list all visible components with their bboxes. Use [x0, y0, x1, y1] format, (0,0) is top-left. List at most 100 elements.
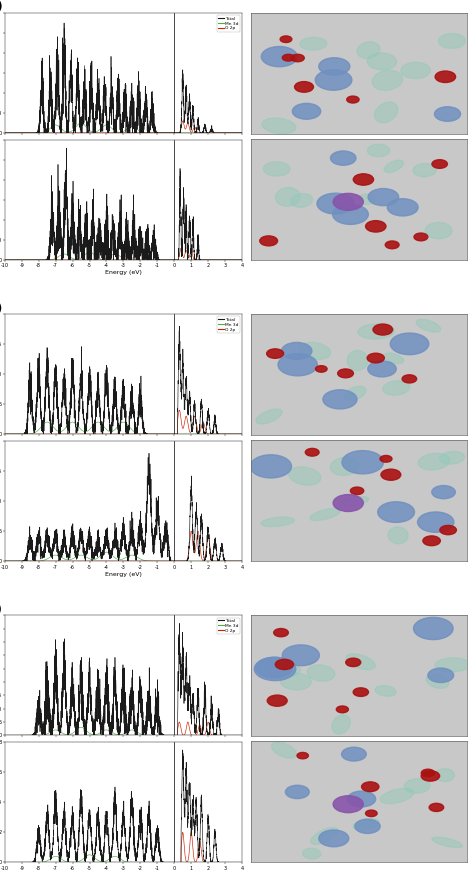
Ellipse shape: [404, 779, 430, 793]
Circle shape: [305, 449, 319, 456]
Circle shape: [355, 820, 380, 834]
Circle shape: [282, 342, 312, 360]
Ellipse shape: [332, 715, 350, 734]
Legend: Total, Mn 3d, O 2p: Total, Mn 3d, O 2p: [217, 16, 240, 31]
Circle shape: [353, 174, 374, 186]
Ellipse shape: [310, 509, 340, 521]
Circle shape: [432, 159, 447, 168]
Circle shape: [330, 151, 356, 165]
Text: (c): (c): [0, 604, 2, 614]
X-axis label: Energy (eV): Energy (eV): [105, 571, 142, 577]
Ellipse shape: [372, 71, 402, 91]
Ellipse shape: [300, 37, 327, 51]
Circle shape: [353, 688, 368, 697]
Circle shape: [342, 450, 383, 474]
Circle shape: [342, 747, 366, 761]
Ellipse shape: [280, 673, 311, 690]
Ellipse shape: [426, 674, 449, 688]
Circle shape: [413, 618, 453, 639]
X-axis label: Energy (eV): Energy (eV): [105, 271, 142, 275]
Ellipse shape: [307, 665, 335, 681]
Text: (b): (b): [0, 302, 2, 313]
Circle shape: [291, 54, 304, 62]
Circle shape: [362, 782, 379, 792]
Circle shape: [421, 769, 435, 777]
Circle shape: [418, 512, 454, 532]
Ellipse shape: [299, 342, 330, 360]
Ellipse shape: [432, 837, 463, 847]
Circle shape: [267, 695, 287, 706]
Circle shape: [414, 233, 428, 240]
Ellipse shape: [280, 665, 301, 677]
Circle shape: [347, 791, 376, 807]
Ellipse shape: [347, 350, 368, 370]
Ellipse shape: [375, 685, 396, 696]
Ellipse shape: [384, 160, 403, 172]
Circle shape: [378, 502, 414, 523]
Circle shape: [435, 107, 461, 121]
Ellipse shape: [291, 193, 313, 207]
Circle shape: [432, 485, 456, 499]
Circle shape: [283, 54, 294, 61]
Ellipse shape: [264, 162, 290, 176]
Circle shape: [385, 241, 399, 249]
Ellipse shape: [435, 658, 470, 672]
Ellipse shape: [384, 353, 404, 363]
Circle shape: [390, 333, 429, 354]
Ellipse shape: [272, 742, 297, 758]
Ellipse shape: [345, 386, 366, 401]
Circle shape: [381, 469, 401, 480]
Ellipse shape: [289, 467, 321, 485]
Ellipse shape: [358, 324, 394, 339]
Ellipse shape: [416, 320, 441, 332]
Text: (a): (a): [0, 2, 2, 11]
Circle shape: [294, 82, 313, 92]
Circle shape: [316, 366, 327, 372]
Circle shape: [275, 659, 293, 670]
Circle shape: [278, 354, 318, 375]
Ellipse shape: [358, 194, 375, 205]
Circle shape: [365, 220, 386, 232]
Circle shape: [292, 104, 321, 119]
Ellipse shape: [302, 848, 321, 859]
Circle shape: [283, 645, 319, 665]
Circle shape: [333, 193, 364, 210]
Circle shape: [402, 375, 417, 383]
Circle shape: [319, 830, 349, 847]
Circle shape: [315, 70, 352, 91]
Circle shape: [317, 193, 354, 214]
Circle shape: [368, 188, 399, 206]
Circle shape: [367, 354, 384, 363]
Circle shape: [280, 36, 292, 43]
Circle shape: [254, 658, 296, 680]
Circle shape: [319, 57, 350, 75]
Circle shape: [368, 361, 396, 377]
Ellipse shape: [346, 654, 375, 670]
Ellipse shape: [418, 453, 450, 470]
Ellipse shape: [256, 409, 282, 424]
Circle shape: [421, 771, 439, 781]
Ellipse shape: [374, 102, 398, 123]
Circle shape: [428, 668, 454, 683]
Circle shape: [435, 71, 456, 83]
Circle shape: [350, 487, 364, 495]
Ellipse shape: [261, 517, 294, 527]
Circle shape: [337, 369, 354, 378]
Ellipse shape: [413, 164, 436, 177]
Circle shape: [260, 236, 278, 246]
Circle shape: [440, 525, 456, 535]
Ellipse shape: [425, 222, 452, 239]
Circle shape: [261, 46, 297, 67]
Ellipse shape: [435, 768, 455, 781]
Ellipse shape: [367, 53, 397, 70]
Ellipse shape: [440, 451, 465, 464]
Ellipse shape: [357, 42, 380, 58]
Circle shape: [387, 199, 418, 216]
Circle shape: [323, 390, 357, 408]
Ellipse shape: [262, 118, 296, 133]
Legend: Total, Mn 3d, O 2p: Total, Mn 3d, O 2p: [217, 316, 240, 333]
Circle shape: [346, 658, 361, 666]
Circle shape: [285, 786, 309, 799]
Circle shape: [380, 456, 392, 463]
Circle shape: [250, 455, 292, 478]
